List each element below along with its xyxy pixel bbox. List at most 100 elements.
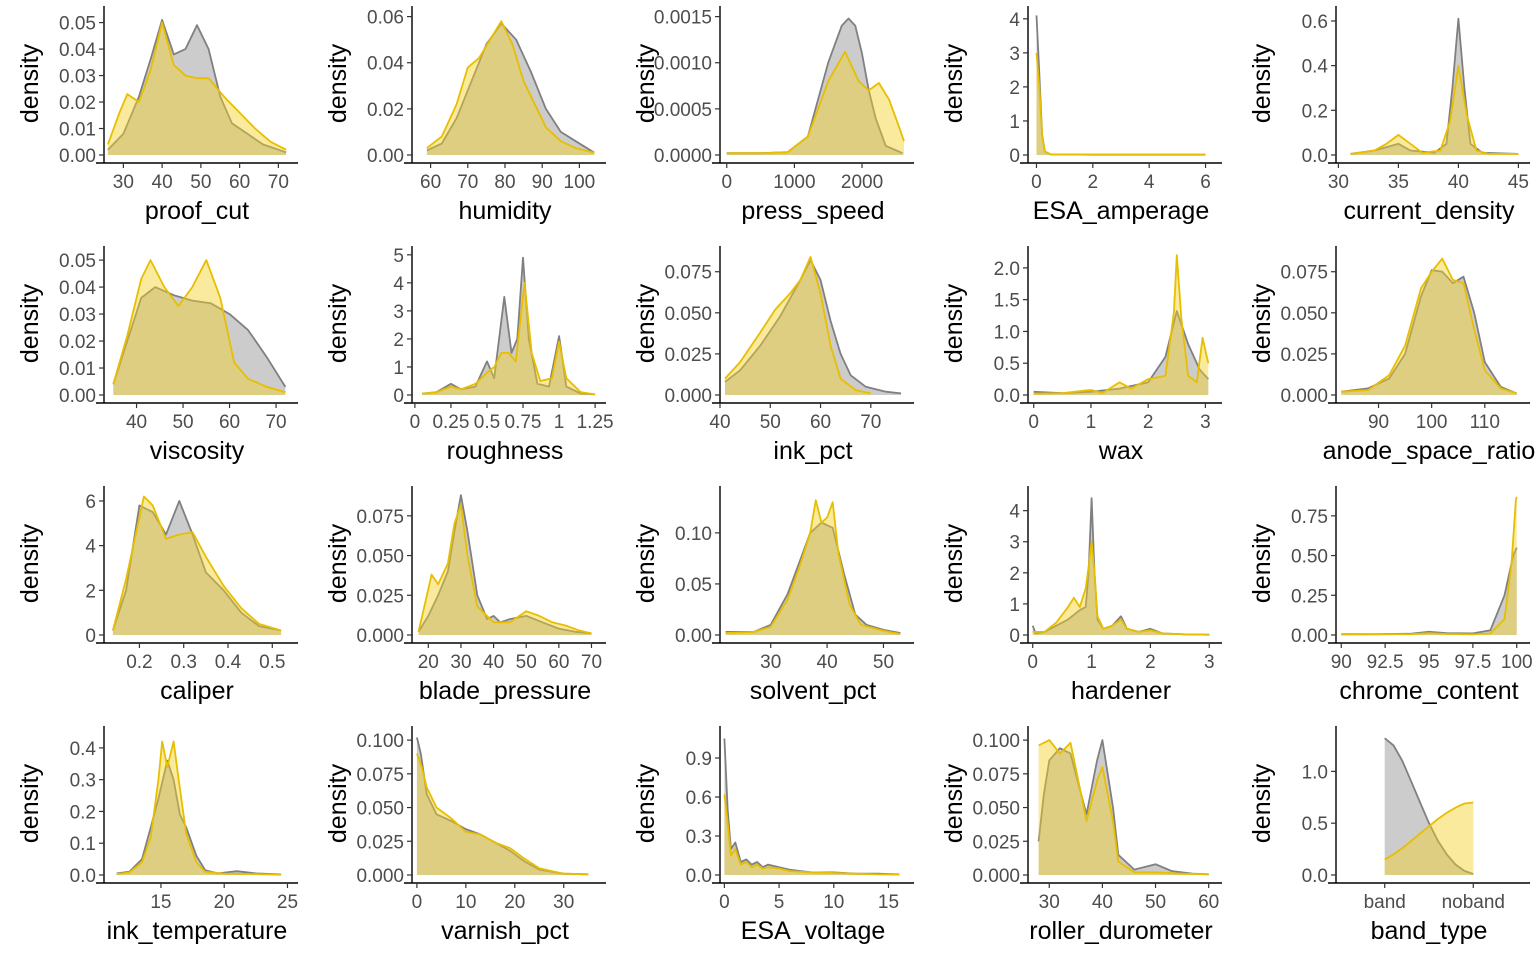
density-line-0 — [417, 494, 592, 635]
x-tick-label: 0 — [1027, 652, 1038, 673]
y-axis-label: density — [632, 43, 660, 123]
density-line-1 — [726, 50, 905, 155]
x-axis-label: roller_durometer — [1029, 917, 1212, 945]
x-tick-label: 40 — [126, 412, 147, 433]
y-tick-label: 0.02 — [367, 100, 404, 121]
x-axis-label: current_density — [1344, 197, 1515, 225]
y-tick-label: 0.2 — [70, 802, 96, 823]
density-line-1 — [723, 794, 900, 876]
x-tick-label: 0.3 — [171, 652, 197, 673]
x-axis-label: ESA_voltage — [741, 917, 886, 945]
x-tick-label: 40 — [1092, 892, 1113, 913]
y-tick-label: 0.05 — [59, 251, 96, 272]
density-area-0 — [726, 18, 903, 155]
y-tick-label: 4 — [393, 274, 404, 295]
y-tick-label: 2 — [85, 581, 96, 602]
y-tick-label: 0 — [393, 386, 404, 407]
y-tick-label: 0.25 — [1291, 586, 1328, 607]
x-tick-label: 92.5 — [1367, 652, 1404, 673]
y-axis-label: density — [632, 763, 660, 843]
x-tick-label: 15 — [878, 892, 899, 913]
y-tick-label: 0 — [1009, 626, 1020, 647]
x-tick-label: noband — [1442, 892, 1505, 913]
x-tick-label: 0.5 — [259, 652, 285, 673]
y-tick-label: 0.000 — [972, 866, 1020, 887]
x-tick-label: 0.4 — [215, 652, 242, 673]
density-line-1 — [426, 20, 595, 154]
density-area-1 — [112, 496, 282, 635]
x-tick-label: 30 — [760, 652, 781, 673]
x-tick-label: 4 — [1144, 172, 1155, 193]
density-line-0 — [1341, 547, 1518, 636]
y-tick-label: 1 — [1009, 595, 1020, 616]
panel-roller_durometer: 0.000 0.025 0.050 0.075 0.100 30 40 50 60 roller_… — [940, 726, 1222, 945]
x-tick-label: 30 — [450, 652, 471, 673]
y-tick-label: 2 — [1009, 564, 1020, 585]
density-area-0 — [1032, 498, 1210, 635]
density-line-0 — [1035, 15, 1206, 156]
x-tick-label: 90 — [1368, 412, 1389, 433]
y-tick-label: 0.025 — [356, 832, 404, 853]
y-tick-label: 0.0010 — [654, 54, 712, 75]
x-axis-label: press_speed — [741, 197, 884, 225]
density-area-1 — [724, 794, 900, 875]
y-axis-label: density — [324, 43, 352, 123]
x-tick-label: 0.25 — [432, 412, 469, 433]
x-tick-label: 20 — [418, 652, 439, 673]
y-tick-label: 0.0015 — [654, 8, 712, 29]
x-axis-label: roughness — [447, 437, 564, 465]
x-tick-label: 45 — [1508, 172, 1529, 193]
y-tick-label: 0.01 — [59, 120, 96, 141]
x-tick-label: 30 — [1328, 172, 1349, 193]
density-line-0 — [1031, 497, 1210, 636]
x-tick-label: 35 — [1388, 172, 1409, 193]
y-tick-label: 0.0005 — [654, 100, 712, 121]
y-tick-label: 0.04 — [59, 40, 96, 61]
x-axis-label: ink_pct — [773, 437, 852, 465]
density-line-0 — [723, 738, 900, 876]
y-axis-label: density — [324, 763, 352, 843]
x-tick-label: 30 — [113, 172, 134, 193]
y-tick-label: 0.050 — [664, 304, 712, 325]
y-tick-label: 1.0 — [994, 322, 1020, 343]
panel-proof_cut: 0.00 0.01 0.02 0.03 0.04 0.05 30 40 50 60 70 proof_… — [16, 6, 298, 225]
x-tick-label: 6 — [1200, 172, 1211, 193]
density-line-1 — [1035, 52, 1206, 156]
density-area-1 — [725, 500, 901, 635]
y-tick-label: 0.000 — [356, 626, 404, 647]
panel-caliper: 0 2 4 6 0.2 0.3 0.4 0.5 caliper density — [16, 486, 298, 705]
x-tick-label: 0 — [410, 412, 421, 433]
panel-anode_space_ratio: 0.000 0.025 0.050 0.075 90 100 110 anode_space_… — [1248, 246, 1535, 465]
x-tick-label: 30 — [1039, 892, 1060, 913]
density-line-1 — [1032, 540, 1210, 636]
x-tick-label: 20 — [504, 892, 525, 913]
x-axis-label: proof_cut — [145, 197, 249, 225]
x-tick-label: 2 — [1088, 172, 1099, 193]
y-tick-label: 0.5 — [1302, 814, 1328, 835]
x-tick-label: 1 — [1086, 412, 1097, 433]
y-tick-label: 0.03 — [59, 305, 96, 326]
x-tick-label: 50 — [1145, 892, 1166, 913]
y-tick-label: 0.04 — [59, 278, 96, 299]
x-tick-label: 1000 — [773, 172, 815, 193]
y-tick-label: 0.0000 — [654, 146, 712, 167]
density-line-0 — [1384, 737, 1474, 875]
density-line-1 — [1033, 254, 1210, 395]
x-tick-label: 50 — [190, 172, 211, 193]
x-tick-label: 30 — [553, 892, 574, 913]
x-axis-label: blade_pressure — [419, 677, 591, 705]
x-tick-label: 110 — [1470, 412, 1500, 433]
density-line-0 — [724, 259, 902, 395]
x-tick-label: 100 — [1501, 652, 1533, 673]
y-tick-label: 0.0 — [1302, 866, 1328, 887]
y-tick-label: 0.050 — [356, 547, 404, 568]
density-line-0 — [426, 22, 595, 154]
y-tick-label: 4 — [85, 537, 96, 558]
density-area-0 — [1038, 740, 1209, 875]
y-tick-label: 0.025 — [1280, 345, 1328, 366]
density-area-1 — [1350, 65, 1519, 155]
y-axis-label: density — [16, 43, 44, 123]
x-axis-label: solvent_pct — [750, 677, 877, 705]
x-tick-label: 0.5 — [474, 412, 500, 433]
y-tick-label: 0.3 — [686, 827, 712, 848]
